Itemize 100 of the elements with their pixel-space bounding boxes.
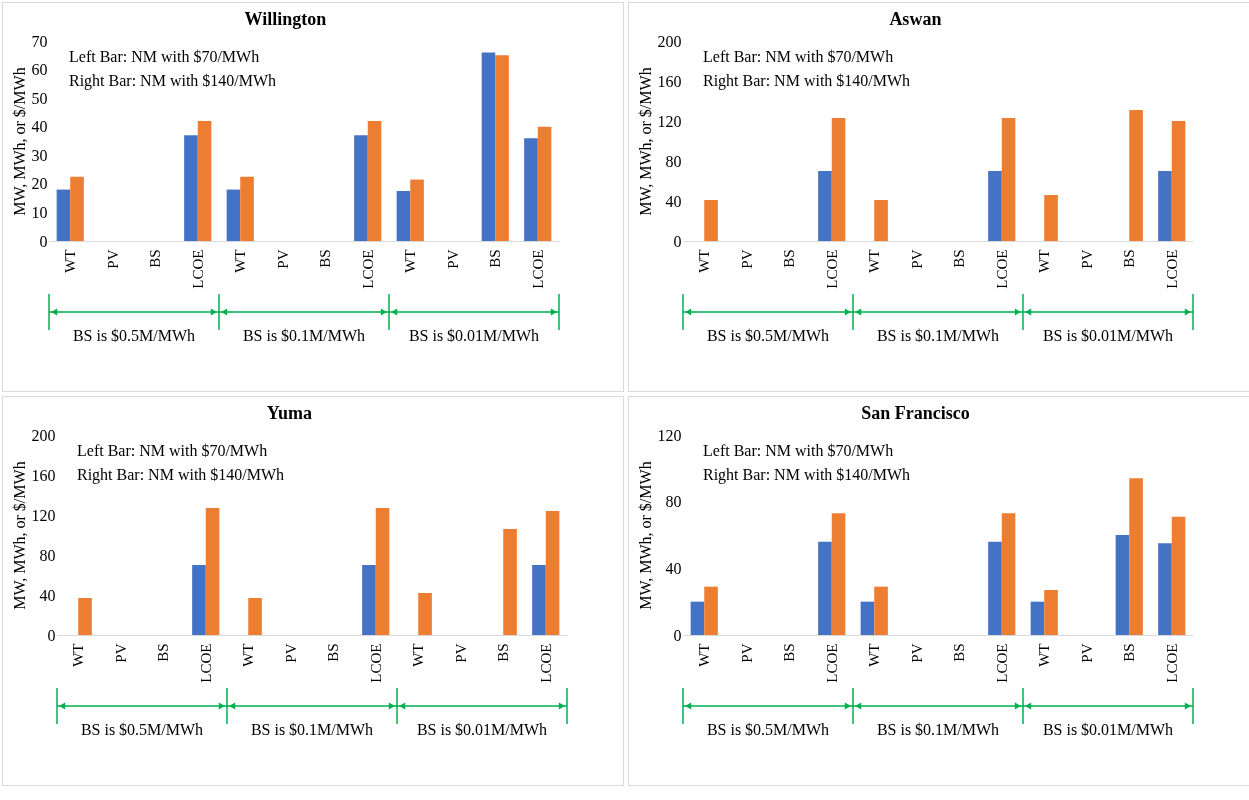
x-tick-label: LCOE (993, 643, 1010, 683)
bar (545, 511, 560, 635)
y-tick-label: 0 (673, 232, 682, 250)
x-tick-label: LCOE (993, 249, 1010, 289)
bar (56, 189, 71, 241)
chart-title: San Francisco (861, 403, 970, 423)
x-tick-label: PV (444, 249, 461, 269)
x-tick-label: BS (487, 249, 504, 268)
y-tick-label: 40 (31, 118, 48, 136)
y-tick-label: 30 (31, 146, 48, 164)
bar (1115, 535, 1130, 635)
x-tick-label: LCOE (823, 643, 840, 683)
y-tick-label: 160 (31, 466, 56, 484)
bar (375, 508, 390, 635)
y-tick-label: 10 (31, 203, 48, 221)
text: BS is $0.1M/MWh (250, 721, 374, 738)
text: BS is $0.5M/MWh (80, 721, 204, 738)
x-tick-label: PV (738, 249, 755, 269)
x-tick-label: WT (62, 249, 79, 273)
x-tick-label: LCOE (1163, 249, 1180, 289)
annotation: Right Bar: NM with $140/MWh (703, 72, 911, 90)
y-tick-label: 200 (31, 426, 56, 444)
x-tick-label: PV (1078, 643, 1095, 663)
bar (831, 118, 846, 241)
bar (1129, 110, 1143, 241)
text: BS is $0.5M/MWh (706, 721, 830, 738)
y-tick-label: 70 (31, 32, 48, 50)
y-tick-label: 40 (665, 559, 682, 577)
bar (532, 565, 546, 635)
x-tick-label: PV (112, 643, 129, 663)
y-tick-label: 40 (665, 192, 682, 210)
bar (1001, 118, 1016, 241)
y-tick-label: 20 (31, 175, 48, 193)
text: BS is $0.1M/MWh (876, 327, 1000, 344)
x-tick-label: PV (282, 643, 299, 663)
text: BS is $0.01M/MWh (1042, 721, 1174, 738)
y-axis-title: MW, MWh, or $/MWh (636, 461, 654, 610)
y-tick-label: 80 (39, 546, 56, 564)
y-tick-label: 120 (657, 426, 682, 444)
x-tick-label: WT (696, 643, 713, 667)
x-tick-label: LCOE (367, 643, 384, 683)
x-tick-label: LCOE (529, 249, 546, 289)
annotation: Right Bar: NM with $140/MWh (77, 466, 285, 484)
annotation: Left Bar: NM with $70/MWh (69, 48, 260, 65)
x-tick-label: BS (317, 249, 334, 268)
bar (1044, 195, 1058, 241)
bar (874, 200, 888, 241)
y-tick-label: 0 (47, 626, 56, 644)
bar (1171, 516, 1186, 635)
bar (1129, 478, 1143, 635)
bar (690, 601, 705, 635)
x-tick-label: WT (696, 249, 713, 273)
x-tick-label: WT (402, 249, 419, 273)
bar (1171, 121, 1186, 241)
chart-title: Aswan (889, 9, 942, 29)
y-tick-label: 120 (657, 112, 682, 130)
x-tick-label: LCOE (537, 643, 554, 683)
bar (362, 565, 376, 635)
x-tick-label: LCOE (1163, 643, 1180, 683)
bar (874, 586, 888, 635)
y-axis-title: MW, MWh, or $/MWh (10, 461, 28, 610)
bar (240, 176, 254, 241)
bar (410, 179, 424, 241)
x-tick-label: LCOE (197, 643, 214, 683)
text: BS is $0.01M/MWh (408, 327, 540, 344)
x-tick-label: PV (738, 643, 755, 663)
text: BS is $0.5M/MWh (706, 327, 830, 344)
bar (70, 176, 84, 241)
chart-title: Willington (244, 9, 327, 29)
bar (818, 541, 832, 635)
bar (418, 593, 432, 635)
x-tick-label: WT (1036, 249, 1053, 273)
annotation: Right Bar: NM with $140/MWh (703, 466, 911, 484)
y-tick-label: 40 (39, 586, 56, 604)
y-axis-title: MW, MWh, or $/MWh (636, 67, 654, 216)
annotation: Right Bar: NM with $140/MWh (69, 72, 277, 90)
bar (481, 52, 496, 241)
x-tick-label: WT (70, 643, 87, 667)
x-tick-label: LCOE (189, 249, 206, 289)
bar (367, 121, 382, 241)
x-tick-label: LCOE (823, 249, 840, 289)
x-tick-label: BS (951, 249, 968, 268)
x-tick-label: WT (866, 249, 883, 273)
y-tick-label: 200 (657, 32, 682, 50)
x-tick-label: WT (1036, 643, 1053, 667)
bar (354, 135, 368, 241)
bar (205, 508, 220, 635)
bar (818, 171, 832, 241)
bar (988, 541, 1002, 635)
y-tick-label: 160 (657, 72, 682, 90)
x-tick-label: BS (781, 249, 798, 268)
bar (503, 529, 517, 635)
x-tick-label: LCOE (359, 249, 376, 289)
x-tick-label: PV (274, 249, 291, 269)
y-tick-label: 50 (31, 89, 48, 107)
x-tick-label: BS (325, 643, 342, 662)
bar (988, 171, 1002, 241)
x-tick-label: PV (908, 643, 925, 663)
x-tick-label: BS (1121, 643, 1138, 662)
y-tick-label: 80 (665, 493, 682, 511)
